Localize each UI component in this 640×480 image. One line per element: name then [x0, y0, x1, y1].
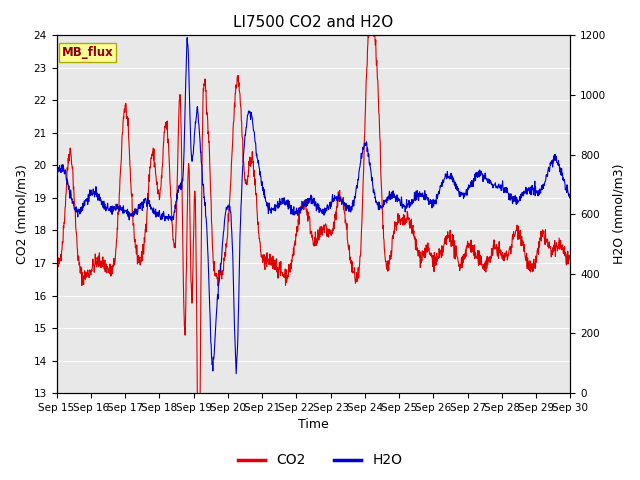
- Title: LI7500 CO2 and H2O: LI7500 CO2 and H2O: [234, 15, 394, 30]
- Text: MB_flux: MB_flux: [61, 46, 113, 59]
- Y-axis label: H2O (mmol/m3): H2O (mmol/m3): [612, 164, 625, 264]
- X-axis label: Time: Time: [298, 419, 329, 432]
- Y-axis label: CO2 (mmol/m3): CO2 (mmol/m3): [15, 164, 28, 264]
- Legend: CO2, H2O: CO2, H2O: [232, 448, 408, 473]
